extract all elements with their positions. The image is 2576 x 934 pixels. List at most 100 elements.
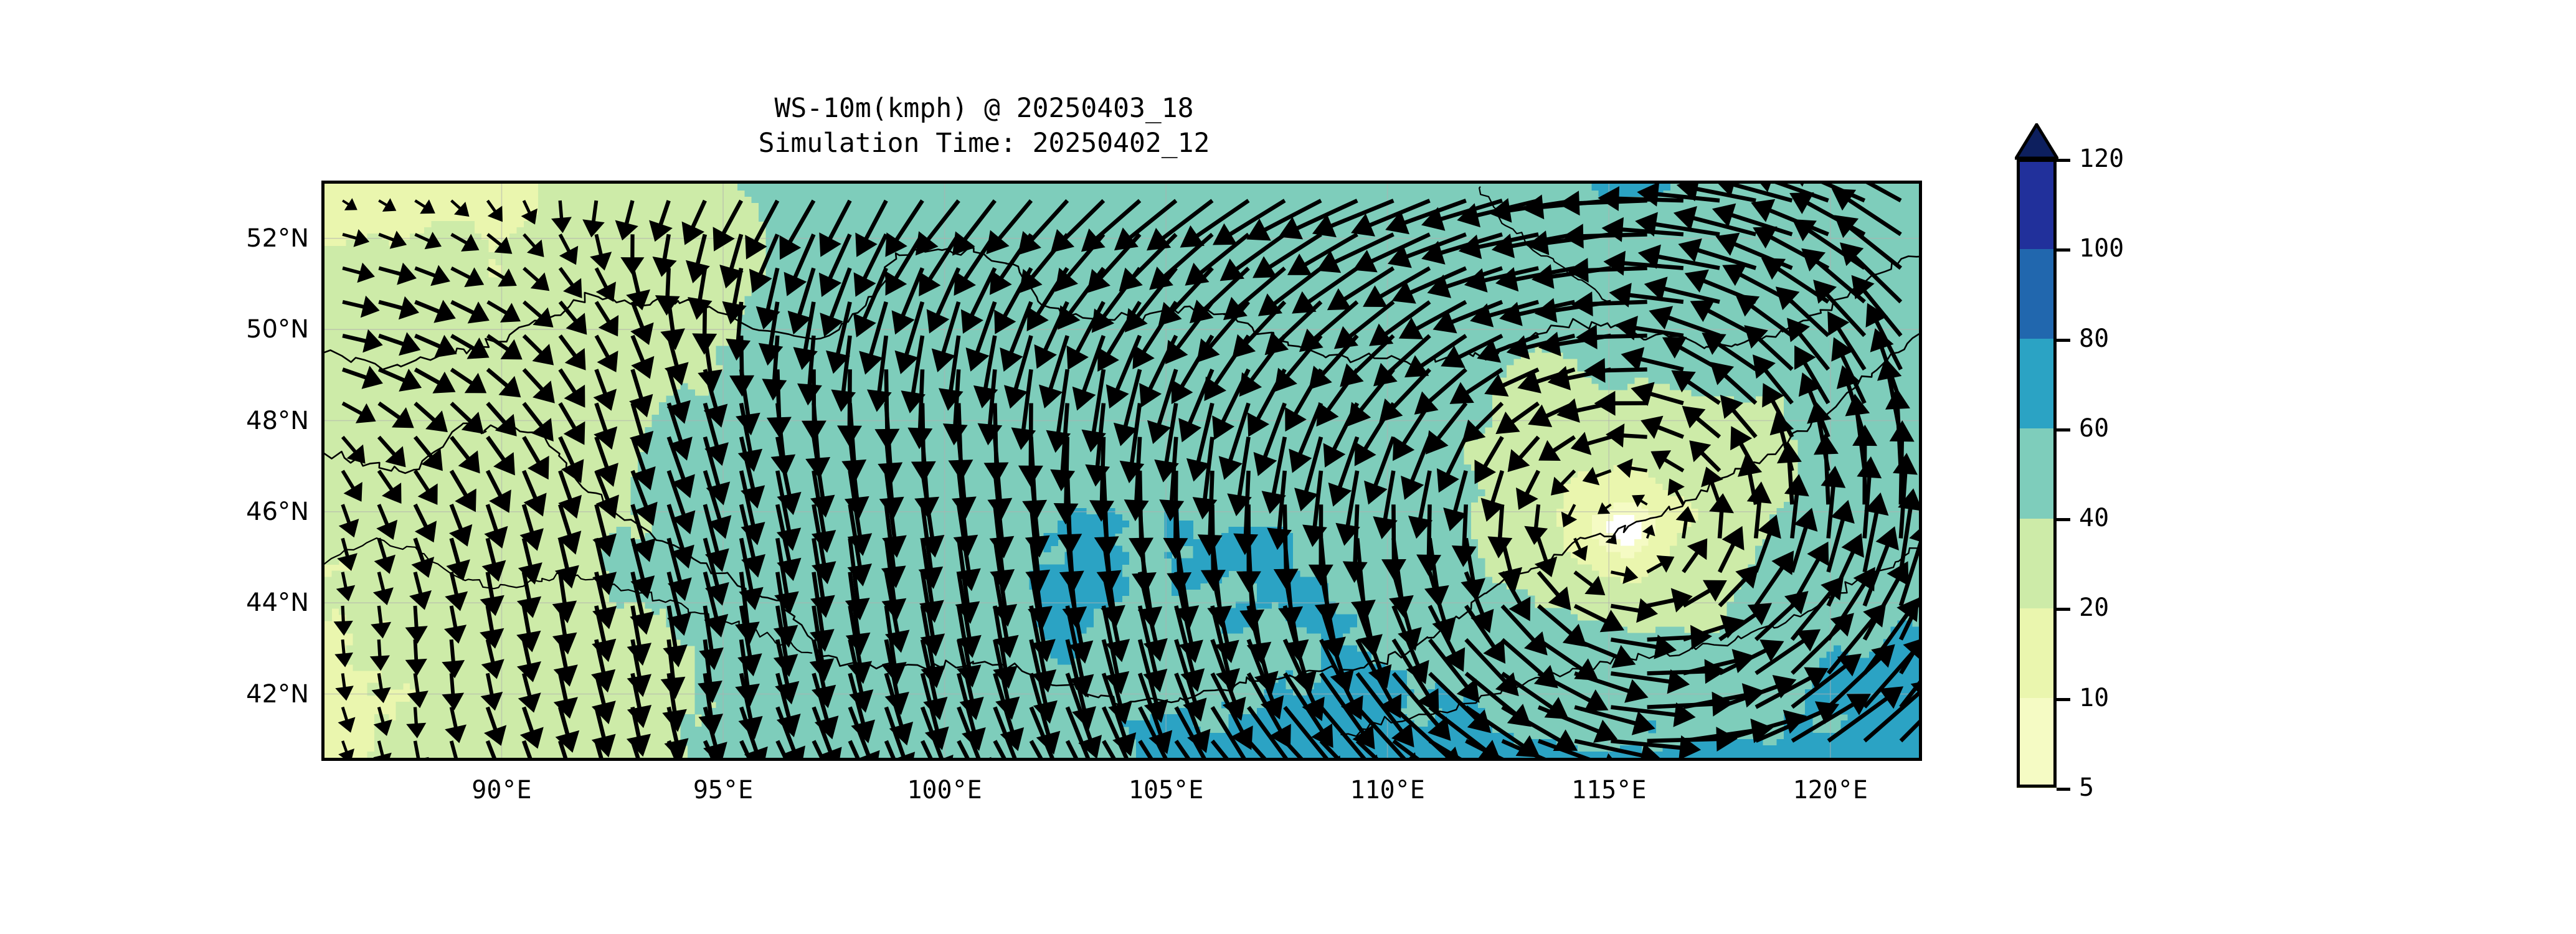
wind-arrow [1501,671,1569,720]
wind-arrow [341,401,376,423]
wind-arrow [627,605,651,666]
wind-arrow [1062,538,1087,629]
wind-arrow [1393,402,1432,461]
wind-arrow [735,639,760,707]
wind-arrow [919,538,944,623]
wind-arrow [341,469,362,502]
colorbar-tick-mark [2057,518,2070,522]
wind-arrow [1333,300,1395,349]
wind-arrow [1715,232,1793,270]
wind-arrow [1718,639,1784,676]
colorbar-tick-label: 80 [2079,324,2110,353]
wind-arrow [809,605,835,681]
wind-arrow [486,199,503,222]
wind-arrow [1753,226,1830,270]
wind-arrow [1147,369,1178,445]
wind-arrow [819,199,852,257]
wind-arrow [955,538,980,624]
wind-arrow [1807,400,1832,471]
wind-arrow [1233,470,1259,555]
wind-arrow [413,469,438,505]
wind-arrow [1495,401,1540,435]
wind-arrow [1507,435,1540,473]
wind-arrow [755,267,780,330]
wind-arrow [407,673,429,709]
wind-arrow [342,198,358,210]
wind-arrow [1319,739,1340,758]
wind-arrow [1754,701,1840,743]
wind-arrow [1621,347,1684,372]
colorbar-tick-mark [2057,608,2070,611]
x-axis-tick-label: 95°E [693,776,754,804]
figure-title: WS-10m(kmph) @ 20250403_18 Simulation Ti… [0,91,1968,161]
wind-arrow [1427,266,1503,298]
wind-arrow [1174,740,1191,758]
wind-speed-contour-band [324,184,1799,758]
wind-arrow [594,334,618,372]
wind-arrow [594,469,619,519]
wind-arrow [812,504,836,585]
wind-arrow [1138,740,1153,758]
wind-arrow [1683,683,1765,709]
wind-arrow [554,537,579,589]
wind-arrow [1720,395,1758,438]
wind-arrow [853,267,888,337]
wind-arrow [1722,263,1793,304]
wind-arrow [1050,403,1076,491]
wind-arrow [1163,471,1188,560]
wind-arrow [1392,739,1419,758]
wind-arrow [1791,653,1862,709]
wind-arrow [1094,470,1119,559]
wind-arrow [1011,369,1036,450]
colorbar-tick-label: 5 [2079,773,2095,802]
wind-arrow [779,199,816,260]
wind-arrow [519,504,544,551]
wind-arrow [1682,580,1727,608]
colorbar[interactable]: 120 100 80 60 40 20 10 5 [2015,123,2124,802]
wind-arrow [681,199,707,245]
wind-arrow [1028,538,1053,629]
wind-arrow [1689,440,1721,473]
wind-arrow [1495,266,1575,292]
wind-arrow [1328,436,1360,507]
wind-arrow [414,300,456,323]
wind-arrow [1524,504,1548,545]
wind-arrow [848,672,875,743]
wind-arrow [486,402,517,436]
wind-arrow [444,605,467,644]
wind-arrow [449,504,473,547]
wind-arrow [703,402,729,466]
wind-map-svg [324,184,1919,758]
wind-arrow [409,572,432,610]
wind-arrow [1089,436,1114,522]
wind-arrow [775,470,802,551]
wind-arrow [1730,426,1758,472]
wind-arrow [1827,311,1867,371]
wind-arrow [627,672,652,729]
wind-arrow [699,605,724,671]
wind-arrow [1637,184,1720,207]
wind-arrow [1719,709,1807,743]
wind-arrow [591,706,616,758]
wind-arrow [920,572,945,657]
wind-arrow [1777,441,1802,505]
wind-arrow [1457,198,1539,228]
wind-arrow [663,605,688,667]
wind-arrow [1562,224,1647,249]
wind-arrow [1414,367,1467,415]
wind-arrow [848,706,880,758]
wind-arrow [1863,597,1919,675]
wind-arrow [1379,368,1431,423]
wind-arrow [1004,335,1033,409]
wind-arrow [1898,529,1919,606]
wind-arrow [1335,470,1360,546]
wind-arrow [726,301,751,361]
wind-arrow [630,572,655,635]
wind-arrow [1789,192,1866,237]
wind-arrow [592,572,617,630]
wind-arrow [1289,402,1324,473]
wind-arrow [486,233,513,254]
map-axes[interactable] [321,181,1922,761]
wind-arrow [1428,605,1466,672]
